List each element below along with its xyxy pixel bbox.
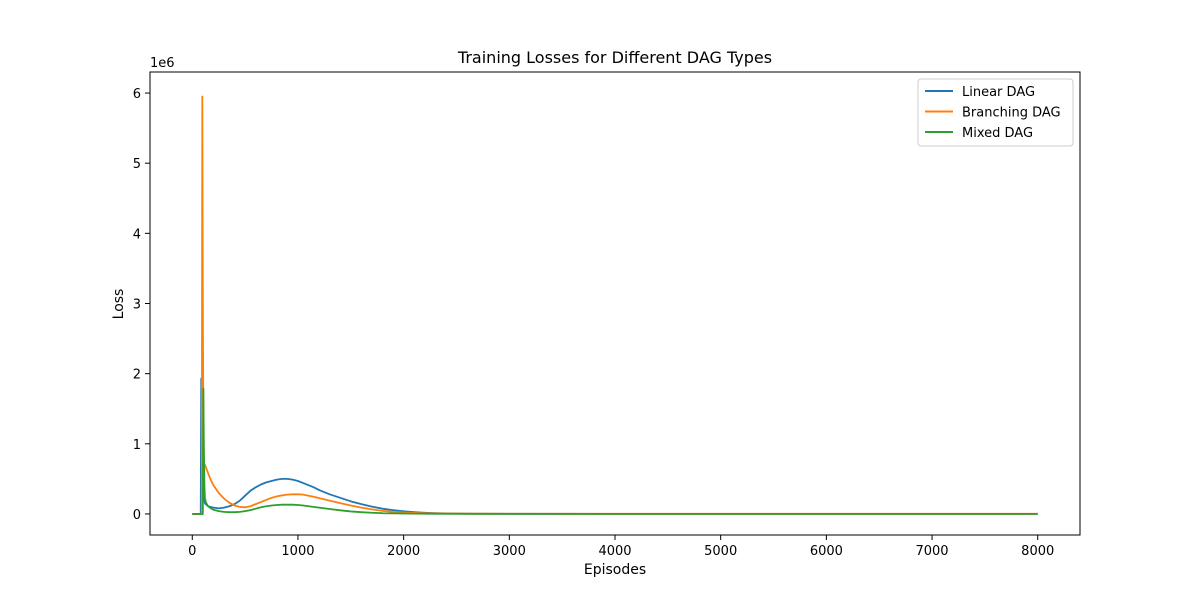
x-tick-label: 7000 [915,544,948,559]
x-axis-title: Episodes [584,562,646,578]
x-tick-label: 5000 [704,544,737,559]
y-tick-label: 3 [133,298,141,313]
series-layer [192,95,1038,515]
x-axis: 0 1000 2000 3000 4000 5000 6000 7000 8000 [188,535,1054,559]
y-tick-label: 0 [133,508,141,523]
y-tick-label: 4 [133,227,141,242]
series-line-mixed-dag [192,387,1038,515]
y-tick-label: 2 [133,368,141,383]
legend-label-linear-dag: Linear DAG [962,85,1035,100]
y-tick-label: 6 [133,87,141,102]
x-tick-label: 6000 [810,544,843,559]
y-tick-label: 1 [133,438,141,453]
chart-title: Training Losses for Different DAG Types [457,48,772,67]
x-tick-label: 1000 [281,544,314,559]
legend-box [917,78,1074,147]
x-tick-label: 3000 [493,544,526,559]
x-tick-label: 2000 [387,544,420,559]
y-offset-label: 1e6 [150,56,175,71]
y-axis-title: Loss [111,289,127,320]
x-tick-label: 4000 [598,544,631,559]
y-tick-label: 5 [133,157,141,172]
legend-label-branching-dag: Branching DAG [962,106,1061,121]
legend-label-mixed-dag: Mixed DAG [962,126,1033,141]
x-tick-label: 8000 [1021,544,1054,559]
legend-items: Linear DAG Branching DAG Mixed DAG [925,85,1061,141]
x-tick-label: 0 [188,544,196,559]
y-axis: 0 1 2 3 4 5 6 [133,87,150,523]
legend: Linear DAG Branching DAG Mixed DAG [917,78,1074,147]
